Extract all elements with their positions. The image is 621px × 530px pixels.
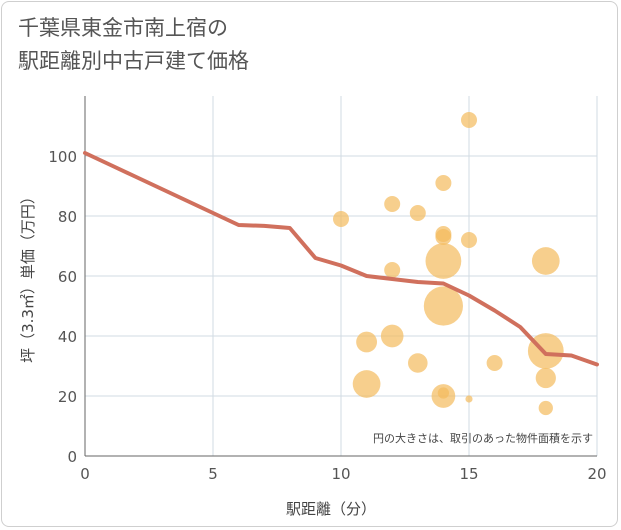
bubble-point: [352, 370, 381, 398]
y-tick-label: 60: [58, 268, 77, 286]
bubble-point: [435, 175, 452, 191]
bubble-point: [538, 400, 553, 416]
bubble-point: [356, 331, 378, 353]
y-tick-label: 80: [58, 208, 77, 226]
y-tick-label: 20: [58, 388, 77, 406]
bubble-point: [435, 229, 452, 245]
x-tick-label: 5: [208, 465, 218, 483]
x-tick-label: 15: [459, 465, 478, 483]
x-tick-label: 20: [587, 465, 606, 483]
bubble-point: [423, 286, 463, 326]
chart-title-line-1: 千葉県東金市南上宿の: [18, 16, 228, 40]
bubble-point: [333, 211, 349, 227]
grid-lines: [85, 96, 598, 456]
bubble-point: [425, 243, 462, 279]
bubble-point: [461, 112, 477, 128]
bubble-point: [380, 324, 404, 348]
x-axis-title: 駅距離（分）: [286, 500, 376, 518]
bubble-point: [384, 196, 401, 212]
bubble-point: [431, 384, 456, 408]
y-tick-label: 100: [48, 148, 77, 166]
bubble-point: [384, 262, 401, 278]
y-tick-label: 0: [67, 448, 77, 466]
x-tick-label: 10: [331, 465, 350, 483]
bubble-point: [408, 353, 428, 373]
bubble-point: [409, 205, 426, 221]
bubble-point: [465, 395, 473, 403]
bubble-point: [535, 367, 556, 389]
bubble-point: [486, 355, 503, 371]
x-tick-label: 0: [80, 465, 90, 483]
bubble-point: [531, 247, 560, 275]
y-axis-title: 坪（3.3㎡）単価（万円）: [19, 189, 37, 363]
chart-title-line-2: 駅距離別中古戸建て価格: [18, 49, 249, 73]
trend-line: [83, 151, 599, 367]
bubble-point: [461, 232, 477, 248]
bubbles: [333, 112, 564, 416]
chart-title: 千葉県東金市南上宿の 駅距離別中古戸建て価格: [18, 12, 249, 78]
bubble-size-note: 円の大きさは、取引のあった物件面積を示す: [373, 431, 593, 445]
y-tick-label: 40: [58, 328, 77, 346]
